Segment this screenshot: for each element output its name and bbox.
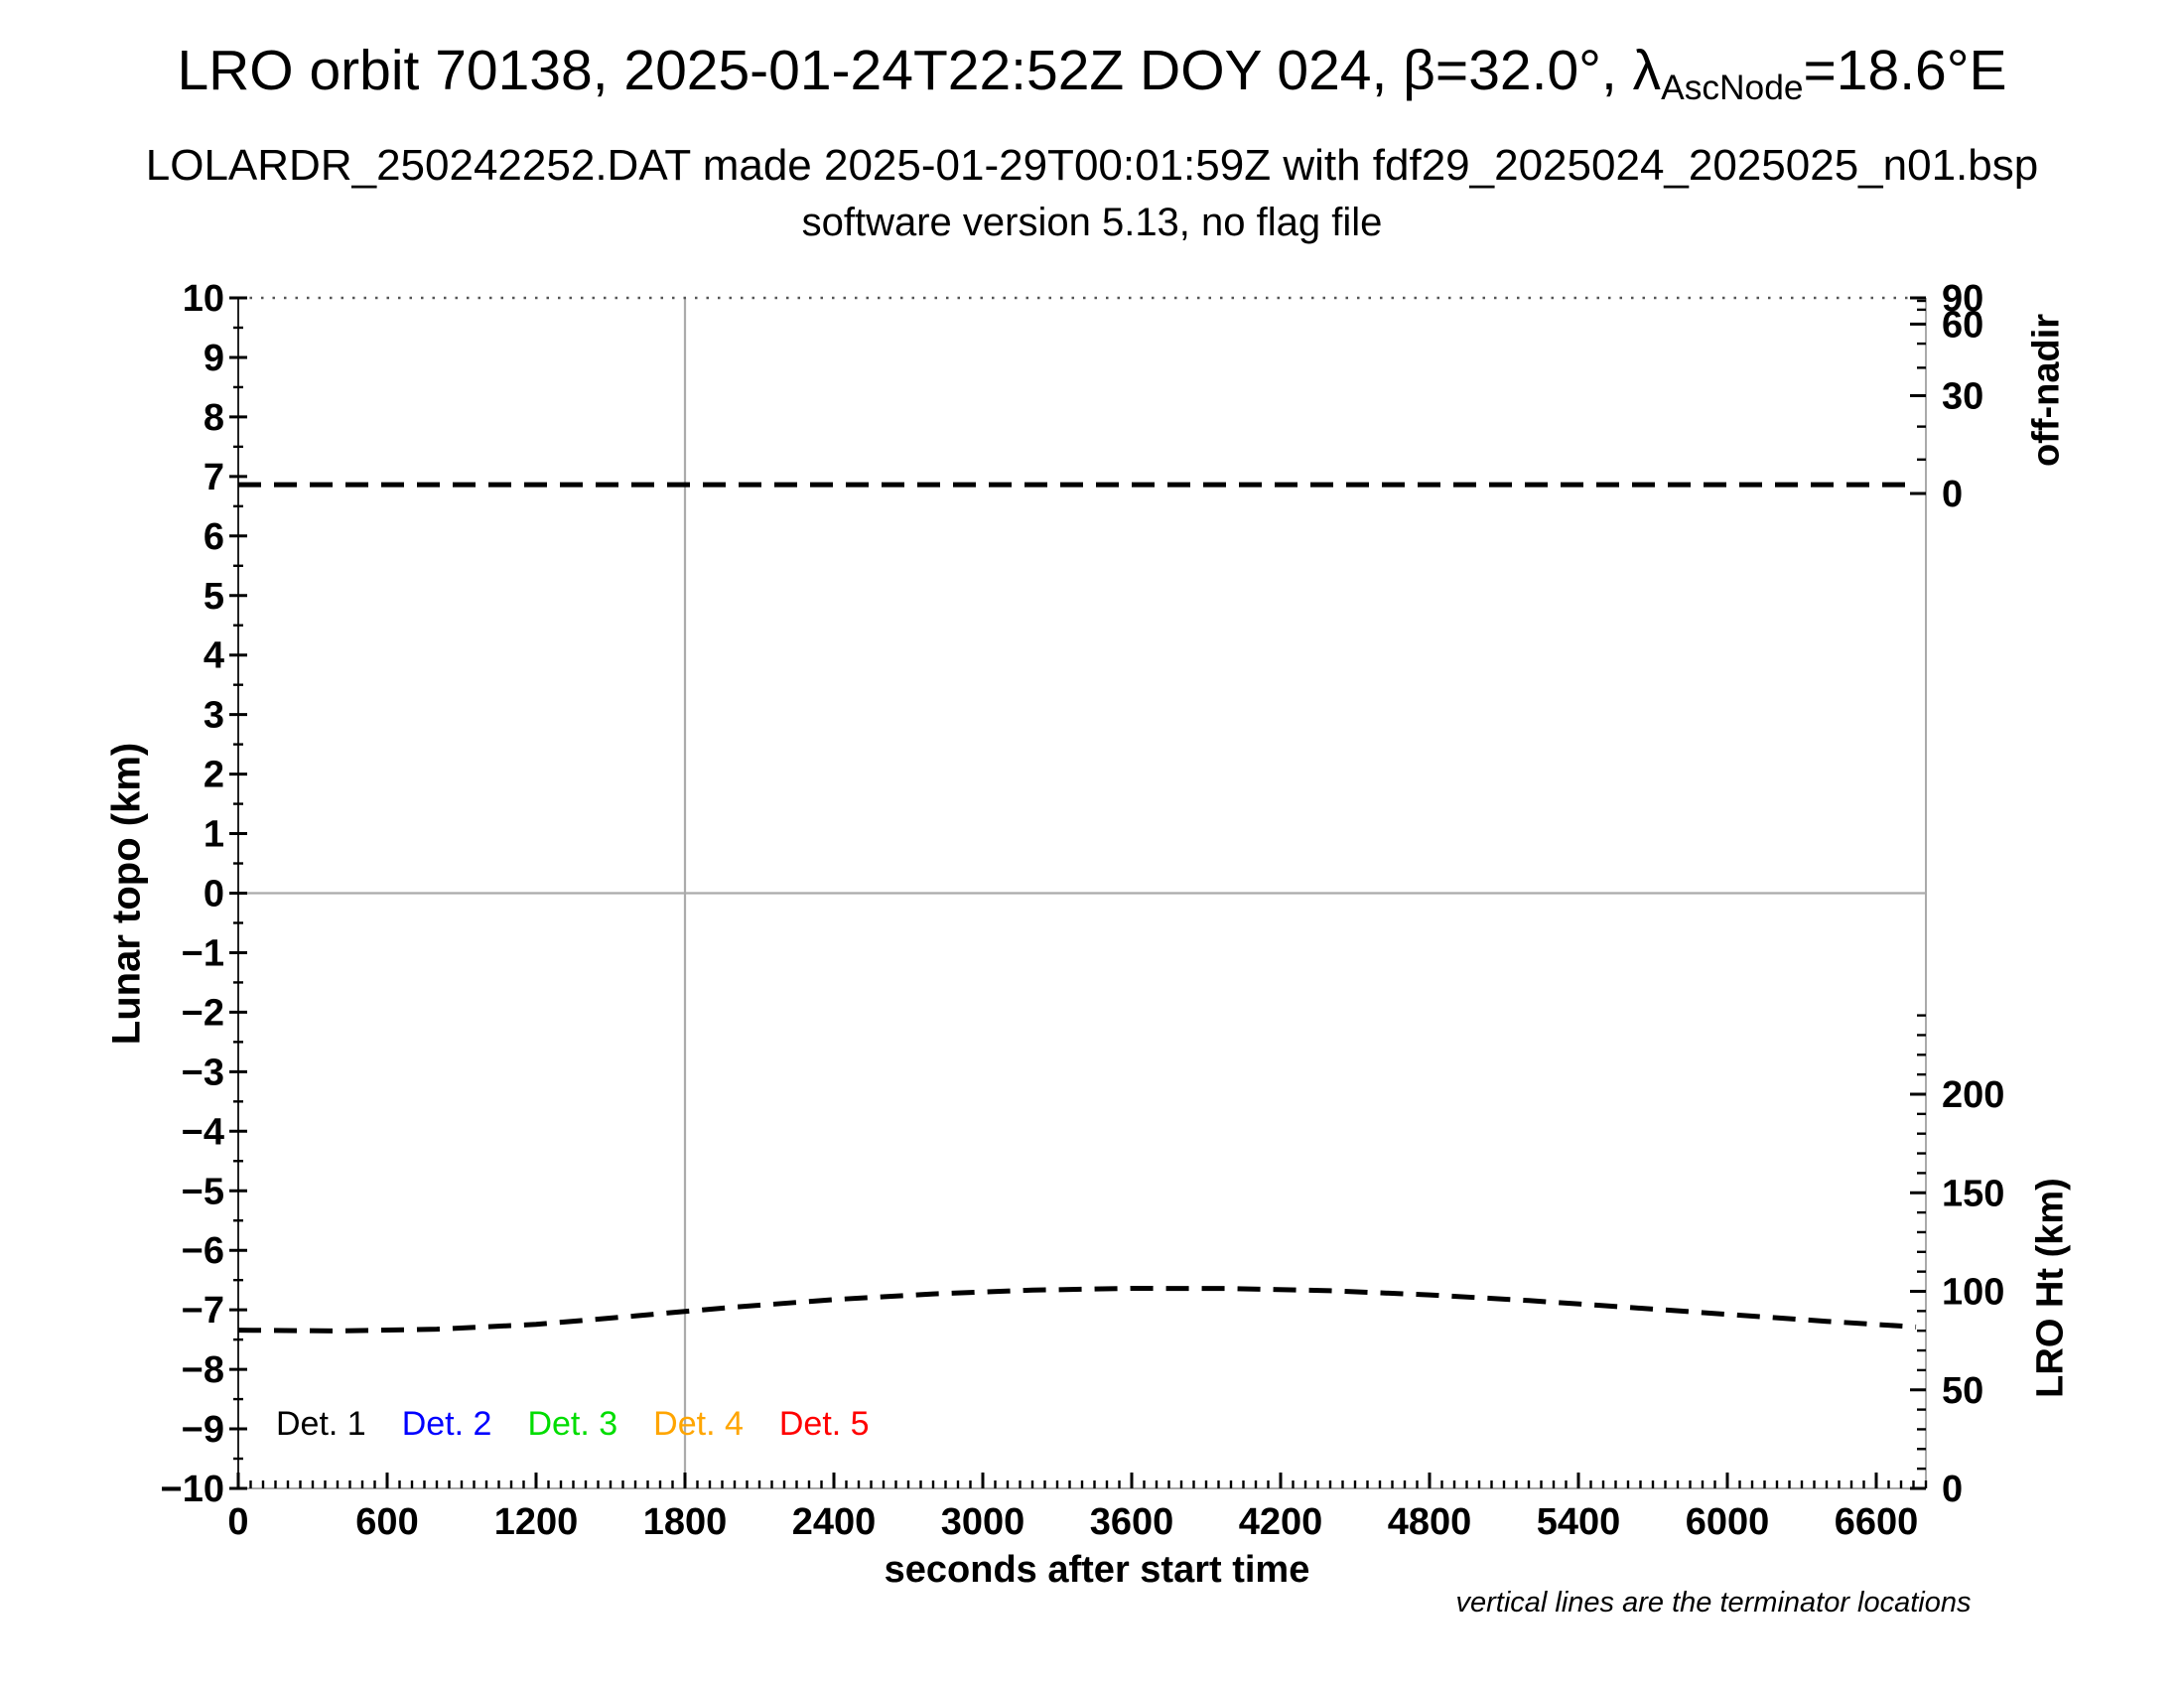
legend-item: Det. 4 [653, 1405, 744, 1443]
right-bottom-axis-title: LRO Ht (km) [2029, 1178, 2072, 1398]
legend-item: Det. 3 [527, 1405, 618, 1443]
off-nadir-tick-label: 90 [1942, 278, 1983, 320]
y-left-tick-label: 8 [204, 397, 224, 439]
chart-title-suffix: =18.6°E [1803, 39, 2007, 102]
x-axis-title: seconds after start time [884, 1549, 1310, 1591]
x-tick-label: 0 [227, 1501, 248, 1543]
x-tick-label: 1200 [494, 1501, 579, 1543]
y-left-tick-label: 10 [183, 278, 224, 320]
chart-title-subscript: AscNode [1661, 68, 1804, 107]
y-left-tick-label: 2 [204, 755, 224, 796]
terminator-footnote: vertical lines are the terminator locati… [1455, 1587, 1972, 1618]
chart-title-main: LRO orbit 70138, 2025-01-24T22:52Z DOY 0… [177, 39, 1662, 102]
x-tick-label: 4800 [1388, 1501, 1472, 1543]
right-top-axis-title: off-nadir [2025, 313, 2068, 468]
x-tick-label: 6600 [1835, 1501, 1919, 1543]
legend: Det. 1 Det. 2 Det. 3 Det. 4 Det. 5 [276, 1405, 870, 1444]
lro-ht-tick-label: 50 [1942, 1370, 1983, 1412]
lro-ht-tick-label: 200 [1942, 1074, 2004, 1116]
left-axis-title: Lunar topo (km) [104, 742, 149, 1046]
y-left-tick-label: 1 [204, 814, 224, 856]
y-left-tick-label: 0 [204, 874, 224, 915]
y-left-tick-label: −5 [182, 1171, 224, 1212]
x-tick-label: 2400 [792, 1501, 877, 1543]
series-LRO-height [237, 1285, 1917, 1334]
off-nadir-tick-label: 0 [1942, 474, 1963, 515]
chart-title: LRO orbit 70138, 2025-01-24T22:52Z DOY 0… [0, 38, 2184, 107]
y-left-tick-label: −3 [182, 1052, 224, 1093]
x-tick-label: 4200 [1239, 1501, 1323, 1543]
y-left-tick-label: 3 [204, 695, 224, 737]
x-tick-label: 3000 [941, 1501, 1025, 1543]
y-left-tick-label: −1 [182, 932, 224, 974]
y-left-tick-label: −8 [182, 1349, 224, 1391]
y-left-tick-label: 6 [204, 516, 224, 558]
x-tick-label: 3600 [1090, 1501, 1174, 1543]
lro-ht-tick-label: 0 [1942, 1469, 1963, 1510]
legend-item: Det. 2 [401, 1405, 492, 1443]
y-left-tick-label: −4 [182, 1111, 224, 1153]
y-left-tick-label: −2 [182, 992, 224, 1034]
y-left-tick-label: −9 [182, 1409, 224, 1451]
y-left-tick-label: −10 [161, 1469, 224, 1510]
y-left-tick-label: −6 [182, 1230, 224, 1272]
x-tick-label: 1800 [643, 1501, 728, 1543]
y-left-tick-label: 5 [204, 576, 224, 618]
x-tick-label: 5400 [1537, 1501, 1621, 1543]
chart-version-note: software version 5.13, no flag file [801, 201, 1383, 244]
legend-item: Det. 5 [778, 1405, 870, 1443]
legend-item: Det. 1 [276, 1405, 366, 1443]
x-tick-label: 6000 [1686, 1501, 1770, 1543]
lro-ht-tick-label: 150 [1942, 1173, 2004, 1214]
y-left-tick-label: 9 [204, 338, 224, 379]
off-nadir-tick-label: 60 [1942, 304, 1983, 346]
chart-subtitle: LOLARDR_250242252.DAT made 2025-01-29T00… [145, 141, 2039, 190]
y-left-tick-label: 4 [204, 635, 224, 677]
x-tick-label: 600 [355, 1501, 418, 1543]
y-left-tick-label: 7 [204, 457, 224, 498]
off-nadir-tick-label: 30 [1942, 376, 1983, 418]
lro-ht-tick-label: 100 [1942, 1272, 2004, 1314]
y-left-tick-label: −7 [182, 1290, 224, 1332]
